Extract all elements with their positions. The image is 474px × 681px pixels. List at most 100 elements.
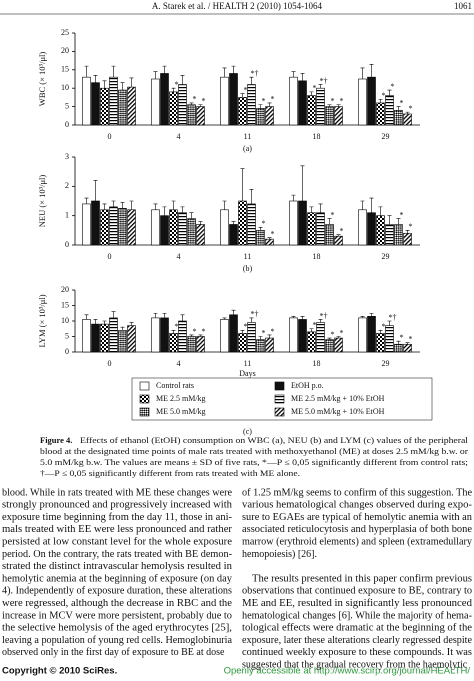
bar <box>160 73 169 126</box>
bar <box>289 200 298 246</box>
bar <box>196 224 205 246</box>
error-bar <box>378 206 383 216</box>
x-tick-label: 11 <box>244 132 252 141</box>
error-bar <box>189 212 194 219</box>
caption-label: Figure 4. <box>40 435 72 445</box>
y-tick-label: 10 <box>61 316 69 325</box>
x-tick-label: 18 <box>313 252 321 261</box>
error-bar <box>387 320 392 326</box>
body-line: blood. While in rats treated with ME the… <box>2 487 233 498</box>
body-line: of 1.25 mM/kg seems to confirm of this s… <box>242 487 473 498</box>
significance-mark: * <box>193 327 197 336</box>
body-line: exposure time beginning from the day 11,… <box>2 512 232 523</box>
error-bar <box>387 89 392 96</box>
bar <box>160 215 169 246</box>
bar <box>265 337 274 353</box>
error-bar <box>378 330 383 334</box>
error-bar <box>240 93 245 98</box>
significance-mark: * <box>175 322 179 331</box>
legend-swatch <box>274 394 285 404</box>
y-tick-label: 5 <box>65 331 69 340</box>
error-bar <box>102 203 107 210</box>
bar <box>256 230 265 246</box>
significance-mark: * <box>202 327 206 336</box>
bar <box>91 200 100 246</box>
bar <box>118 89 127 126</box>
error-bar <box>369 197 374 213</box>
error-bar <box>405 342 410 345</box>
error-bar <box>336 336 341 339</box>
error-bar <box>198 104 203 107</box>
significance-mark: * <box>262 328 266 337</box>
error-bar <box>258 227 263 231</box>
significance-mark: * <box>409 222 413 231</box>
x-axis-label: Days <box>239 369 255 378</box>
bar <box>325 224 334 246</box>
bar <box>376 215 385 246</box>
error-bar <box>309 206 314 213</box>
body-line: hemopoiesis) [26]. <box>242 549 317 560</box>
error-bar <box>291 71 296 78</box>
legend-label: Control rats <box>156 381 194 390</box>
bar <box>334 337 343 353</box>
bar <box>118 329 127 353</box>
error-bar <box>189 334 194 337</box>
significance-mark: * <box>382 91 386 100</box>
legend-swatch <box>139 407 150 417</box>
significance-mark: *† <box>320 311 328 320</box>
bar <box>151 317 160 353</box>
error-bar <box>249 317 254 323</box>
error-bar <box>231 221 236 225</box>
error-bar <box>309 328 314 332</box>
legend-label: ME 2.5 mM/kg <box>156 394 206 403</box>
significance-mark: * <box>244 86 248 95</box>
x-tick-label: 0 <box>108 359 112 368</box>
error-bar <box>198 221 203 225</box>
significance-mark: * <box>313 84 317 93</box>
error-bar <box>153 203 158 210</box>
error-bar <box>291 194 296 201</box>
bar <box>229 314 238 353</box>
y-tick-label: 20 <box>61 285 69 294</box>
significance-mark: * <box>340 328 344 337</box>
bar <box>334 235 343 246</box>
body-line: continued weekly exposure to these compo… <box>242 647 472 658</box>
x-tick-label: 29 <box>382 359 390 368</box>
error-bar <box>111 311 116 318</box>
bar <box>358 78 367 126</box>
x-tick-label: 4 <box>177 359 181 368</box>
legend-swatch <box>274 407 285 417</box>
error-bar <box>153 71 158 79</box>
x-tick-label: 11 <box>244 359 252 368</box>
error-bar <box>396 106 401 111</box>
error-bar <box>300 165 305 201</box>
bar <box>403 343 412 353</box>
bar <box>109 76 118 126</box>
error-bar <box>171 87 176 92</box>
legend-swatch <box>274 381 285 391</box>
bar <box>196 106 205 126</box>
error-bar <box>249 76 254 85</box>
error-bar <box>396 340 401 345</box>
bar <box>178 84 187 126</box>
bar <box>187 104 196 126</box>
error-bar <box>120 202 125 209</box>
body-line: ME and EE, resulted in significantly les… <box>242 598 472 609</box>
error-bar <box>231 65 236 74</box>
error-bar <box>180 314 185 321</box>
error-bar <box>222 67 227 78</box>
body-line: strongly pronounced and progressively in… <box>2 500 232 511</box>
error-bar <box>93 75 98 83</box>
legend-label: ME 2.5 mM/kg + 10% EtOH <box>291 394 385 403</box>
significance-mark: * <box>331 97 335 106</box>
body-line: sure to EGAEs are typical of hemolytic a… <box>242 512 472 523</box>
error-bar <box>405 230 410 234</box>
bar <box>238 97 247 126</box>
y-tick-label: 15 <box>61 300 69 309</box>
error-bar <box>102 320 107 325</box>
bar <box>307 95 316 126</box>
bar <box>178 212 187 246</box>
body-line: suggested that the gradual recovery from… <box>242 659 468 670</box>
body-line: 4). Independently of exposure duration, … <box>2 586 232 597</box>
significance-mark: * <box>400 333 404 342</box>
